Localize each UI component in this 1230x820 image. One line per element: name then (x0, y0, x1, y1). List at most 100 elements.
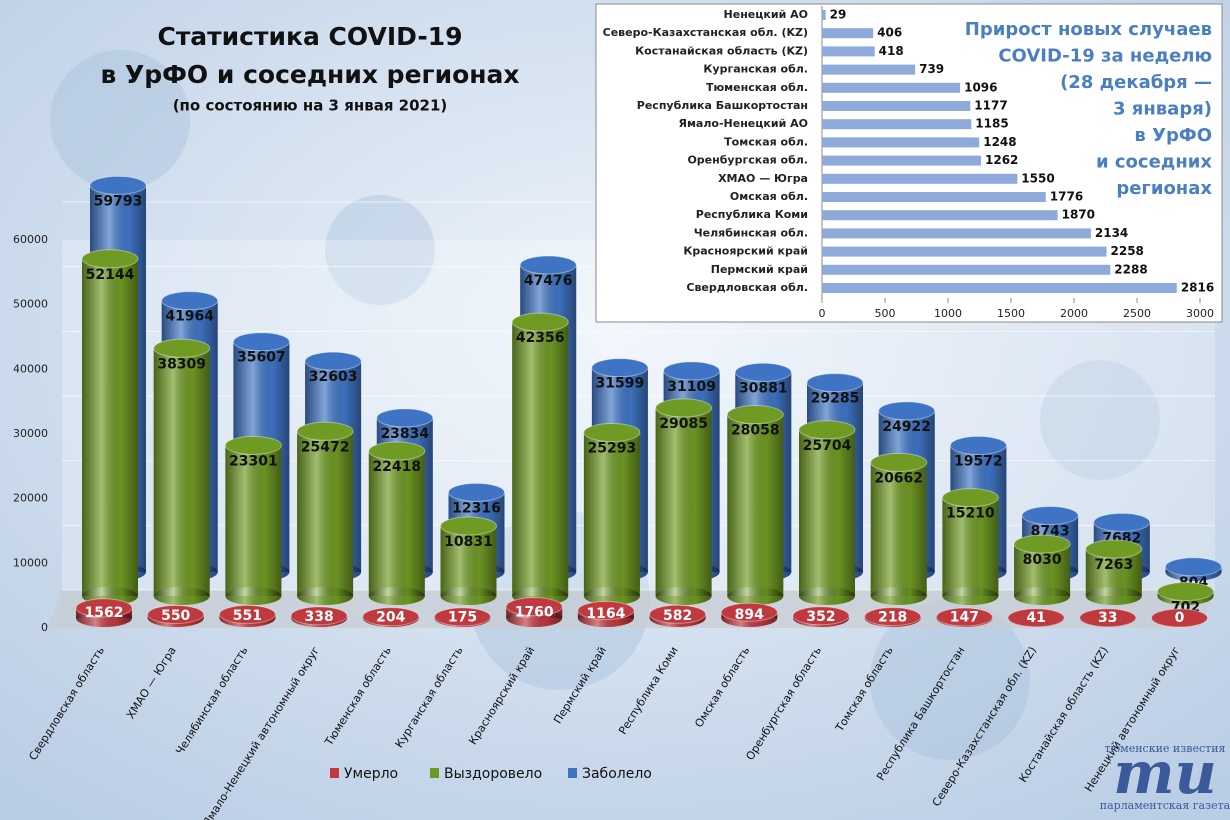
bar-bottom-shade (297, 587, 354, 605)
data-label: 338 (304, 609, 333, 625)
data-label: 25704 (803, 438, 852, 454)
bar-shade (512, 322, 569, 596)
data-label: 22418 (372, 459, 421, 475)
category-label: Ямало-Ненецкий АО (678, 117, 808, 130)
bar-top (368, 441, 426, 461)
bar-top (89, 175, 147, 195)
data-label: 1185 (975, 117, 1008, 131)
category-label: Республика Коми (696, 208, 808, 221)
logo: тюменские известия ти парламентская газе… (1100, 739, 1230, 812)
category-label: Томская обл. (724, 135, 808, 148)
inset-title: (28 декабря — (1060, 72, 1212, 93)
x-tick-label: 3000 (1186, 307, 1214, 320)
bar-top (935, 607, 993, 627)
legend-label: Умерло (344, 766, 398, 782)
bar-shade (297, 431, 354, 596)
inset-title: Прирост новых случаев (965, 19, 1212, 40)
inset-title: 3 января) (1113, 99, 1212, 120)
bar-shade (870, 462, 927, 596)
bar-top (1151, 608, 1208, 628)
bar-top (218, 604, 276, 624)
bar-bottom-shade (368, 587, 425, 605)
x-tick-label: 500 (875, 307, 896, 320)
y-tick-label: 60000 (13, 233, 48, 246)
data-label: 1177 (974, 99, 1007, 113)
bar-top (1007, 608, 1065, 628)
y-tick-label: 20000 (13, 492, 48, 505)
data-label: 218 (878, 609, 907, 625)
data-label: 31109 (667, 379, 716, 395)
bar-shade (440, 525, 497, 596)
x-tick-label: 2500 (1123, 307, 1151, 320)
bar (822, 137, 980, 148)
bar (822, 192, 1046, 202)
bar-top (583, 422, 641, 442)
bar-bottom-shade (870, 587, 927, 605)
bar-top (870, 452, 928, 472)
chart-title: в УрФО и соседних регионах (100, 60, 519, 89)
data-label: 1164 (586, 606, 625, 622)
bar-top (224, 435, 282, 455)
bar-top (864, 607, 922, 627)
bar-bottom-shade (440, 587, 497, 605)
category-label: Республика Башкортостан (637, 99, 808, 112)
data-label: 38309 (157, 356, 206, 372)
category-label: Ненецкий АО (724, 8, 808, 21)
bar-top (147, 604, 205, 624)
data-label: 550 (161, 608, 190, 624)
x-tick-label: 2000 (1060, 307, 1088, 320)
data-label: 23834 (380, 426, 429, 442)
data-label: 204 (376, 609, 405, 625)
bar-top (649, 604, 707, 624)
category-label: ХМАО — Югра (718, 172, 808, 185)
bar-top (511, 312, 569, 332)
x-tick-label: 1000 (934, 307, 962, 320)
bar (822, 173, 1018, 184)
bar-bottom-shade (583, 587, 640, 605)
data-label: 42356 (516, 330, 565, 346)
bar-top (362, 607, 420, 627)
data-label: 23301 (229, 453, 278, 469)
data-label: 29285 (811, 391, 860, 407)
bar-bottom-shade (727, 587, 784, 605)
data-label: 0 (1175, 610, 1185, 626)
y-tick-label: 50000 (13, 298, 48, 311)
bar-bottom-shade (225, 587, 282, 605)
inset-title: регионах (1116, 178, 1212, 199)
bar-top (161, 291, 219, 311)
bar-shade (799, 429, 855, 596)
bar-top (798, 420, 856, 440)
bar (822, 246, 1107, 257)
chart-subtitle: (по состоянию на 3 янвая 2021) (173, 97, 448, 115)
data-label: 1550 (1021, 171, 1054, 185)
category-label: Челябинская обл. (694, 226, 808, 239)
category-label: Пермский край (711, 263, 808, 276)
data-label: 1248 (983, 135, 1016, 149)
data-label: 41 (1026, 610, 1045, 626)
bar-top (75, 598, 133, 618)
data-label: 29 (830, 8, 847, 22)
data-label: 406 (877, 26, 902, 40)
bar-shade (82, 258, 138, 596)
bar-top (519, 255, 577, 275)
bar-top (376, 408, 434, 428)
logo-top: тюменские известия (1105, 742, 1226, 755)
y-tick-label: 10000 (13, 556, 48, 569)
data-label: 35607 (237, 350, 286, 366)
category-label: Тюменская обл. (706, 81, 808, 94)
data-label: 1776 (1050, 190, 1083, 204)
bar-shade (153, 348, 210, 596)
data-label: 551 (233, 608, 262, 624)
bar-bottom-shade (942, 587, 999, 605)
data-label: 25293 (588, 440, 637, 456)
bar-top (81, 249, 139, 269)
data-label: 25472 (301, 439, 350, 455)
category-label: Оренбургская обл. (687, 154, 808, 167)
inset-title: COVID-19 за неделю (998, 46, 1212, 67)
inset-title: и соседних (1096, 152, 1212, 173)
bar-top (296, 421, 354, 441)
bar (822, 28, 874, 39)
bar-shade (368, 451, 425, 596)
data-label: 41964 (165, 309, 214, 325)
